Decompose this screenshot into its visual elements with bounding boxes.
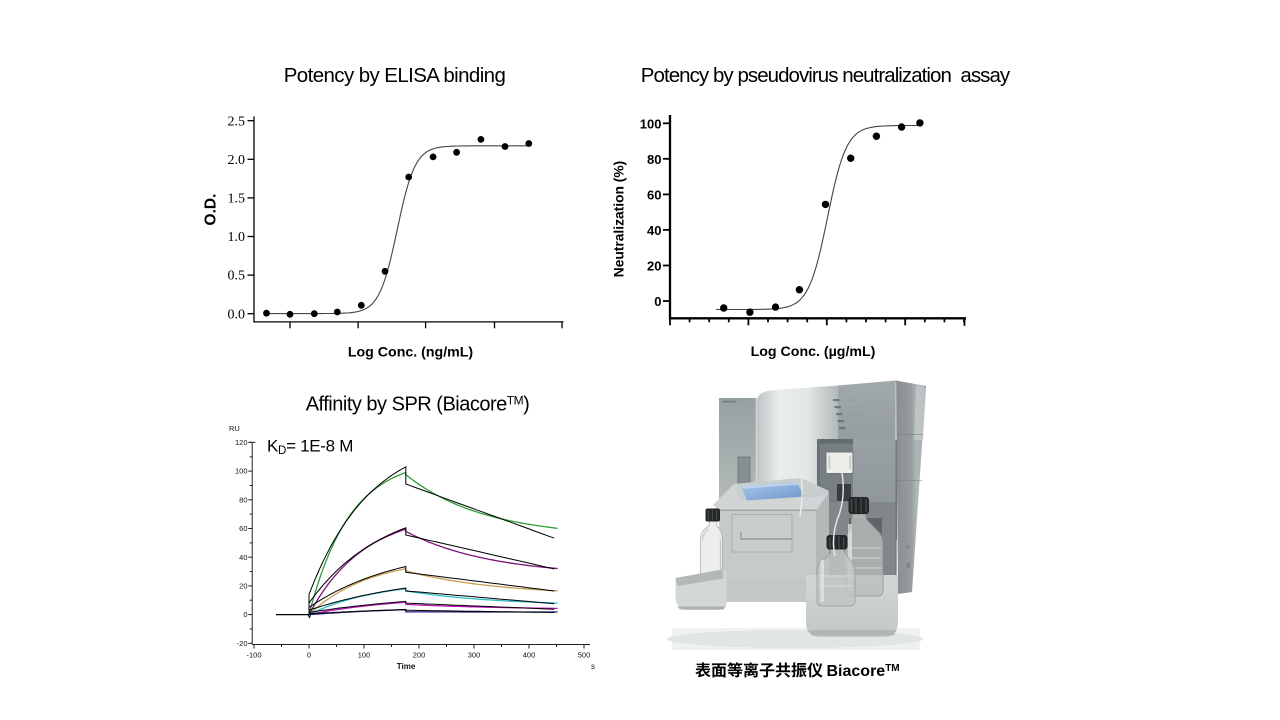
svg-text:-20: -20 <box>237 639 248 648</box>
svg-text:80: 80 <box>647 152 661 167</box>
svg-text:80: 80 <box>239 495 247 504</box>
svg-text:60: 60 <box>239 524 247 533</box>
svg-text:0.0: 0.0 <box>228 307 246 322</box>
svg-text:20: 20 <box>239 582 247 591</box>
svg-text:0.5: 0.5 <box>228 269 246 284</box>
svg-text:Potency by ELISA binding: Potency by ELISA binding <box>284 64 506 87</box>
svg-text:120: 120 <box>235 438 248 447</box>
svg-text:s: s <box>591 662 595 671</box>
svg-text:BiacoreTM: BiacoreTM <box>827 663 900 680</box>
svg-text:300: 300 <box>468 651 481 660</box>
svg-text:Affinity by SPR (BiacoreTM): Affinity by SPR (BiacoreTM) <box>306 394 530 416</box>
svg-text:0: 0 <box>307 651 311 660</box>
svg-text:Potency by pseudovirus neutral: Potency by pseudovirus neutralization as… <box>641 64 1011 87</box>
svg-text:2.5: 2.5 <box>228 114 246 129</box>
svg-text:Log Conc. (ng/mL): Log Conc. (ng/mL) <box>348 345 474 361</box>
svg-text:KD= 1E-8 M: KD= 1E-8 M <box>267 437 353 458</box>
svg-text:100: 100 <box>640 116 662 131</box>
svg-text:Neutralization (%): Neutralization (%) <box>612 161 627 278</box>
svg-text:0: 0 <box>654 294 661 309</box>
svg-text:1.0: 1.0 <box>228 230 246 245</box>
svg-text:200: 200 <box>413 651 426 660</box>
svg-text:Log Conc. (µg/mL): Log Conc. (µg/mL) <box>751 344 876 360</box>
svg-text:40: 40 <box>647 223 661 238</box>
svg-text:Time: Time <box>397 662 416 671</box>
svg-text:100: 100 <box>358 651 371 660</box>
svg-text:20: 20 <box>647 259 661 274</box>
svg-text:0: 0 <box>243 610 247 619</box>
svg-text:100: 100 <box>235 467 248 476</box>
svg-text:2.0: 2.0 <box>228 153 246 168</box>
svg-text:500: 500 <box>578 651 591 660</box>
svg-text:RU: RU <box>229 424 240 433</box>
svg-text:60: 60 <box>647 187 661 202</box>
svg-text:O.D.: O.D. <box>203 194 220 226</box>
svg-text:-100: -100 <box>246 651 261 660</box>
svg-text:1.5: 1.5 <box>228 192 246 207</box>
svg-text:40: 40 <box>239 553 247 562</box>
svg-text:400: 400 <box>523 651 536 660</box>
